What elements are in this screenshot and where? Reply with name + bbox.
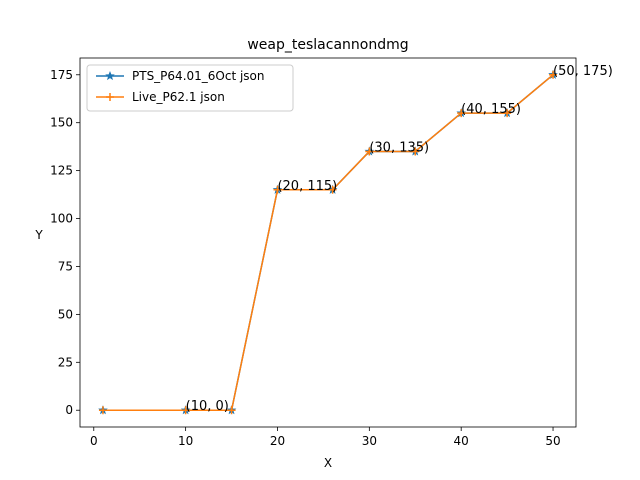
x-tick-label: 0 xyxy=(90,434,98,448)
legend-marker xyxy=(106,93,114,101)
axes-frame xyxy=(79,57,577,428)
data-label: (20, 115) xyxy=(277,179,337,194)
data-point-series-2 xyxy=(328,185,337,194)
y-tick-label: 50 xyxy=(58,307,73,321)
data-point-series-2 xyxy=(503,109,512,118)
x-tick-label: 40 xyxy=(454,434,469,448)
y-tick-label: 0 xyxy=(65,403,73,417)
data-label: (50, 175) xyxy=(553,64,613,79)
y-tick-label: 175 xyxy=(50,68,73,82)
data-point-series-2 xyxy=(457,109,466,118)
y-tick-label: 125 xyxy=(50,164,73,178)
data-label: (10, 0) xyxy=(186,399,229,414)
plot-area: 0 10 20 30 40 50 0 25 50 75 100 125 150 175 (10, 0) (20… xyxy=(50,57,613,448)
legend-box xyxy=(86,64,294,112)
x-tick-label: 50 xyxy=(545,434,560,448)
y-tick-label: 25 xyxy=(58,355,73,369)
y-tick-label: 100 xyxy=(50,212,73,226)
y-tick-label: 150 xyxy=(50,116,73,130)
series-line-2 xyxy=(102,74,554,411)
data-label: (40, 155) xyxy=(461,102,521,117)
data-point-series-2 xyxy=(365,147,374,156)
x-tick-label: 30 xyxy=(362,434,377,448)
data-label: (30, 135) xyxy=(369,140,429,155)
chart-title: weap_teslacannondmg xyxy=(247,37,408,53)
legend-marker xyxy=(105,70,115,81)
data-point-series-2 xyxy=(98,406,107,415)
data-point-series-2 xyxy=(411,147,420,156)
data-point-series-2 xyxy=(549,70,558,79)
data-point-series-2 xyxy=(181,406,190,415)
x-tick-label: 10 xyxy=(178,434,193,448)
legend-label: Live_P62.1 json xyxy=(132,90,225,104)
data-point-series-2 xyxy=(227,406,236,415)
data-point-series-2 xyxy=(273,185,282,194)
x-axis-label: X xyxy=(324,456,332,470)
y-tick-label: 75 xyxy=(58,259,73,273)
legend: PTS_P64.01_6Oct json Live_P62.1 json xyxy=(86,64,294,112)
y-axis-label: Y xyxy=(34,228,43,242)
legend-label: PTS_P64.01_6Oct json xyxy=(132,69,265,83)
x-tick-label: 20 xyxy=(270,434,285,448)
